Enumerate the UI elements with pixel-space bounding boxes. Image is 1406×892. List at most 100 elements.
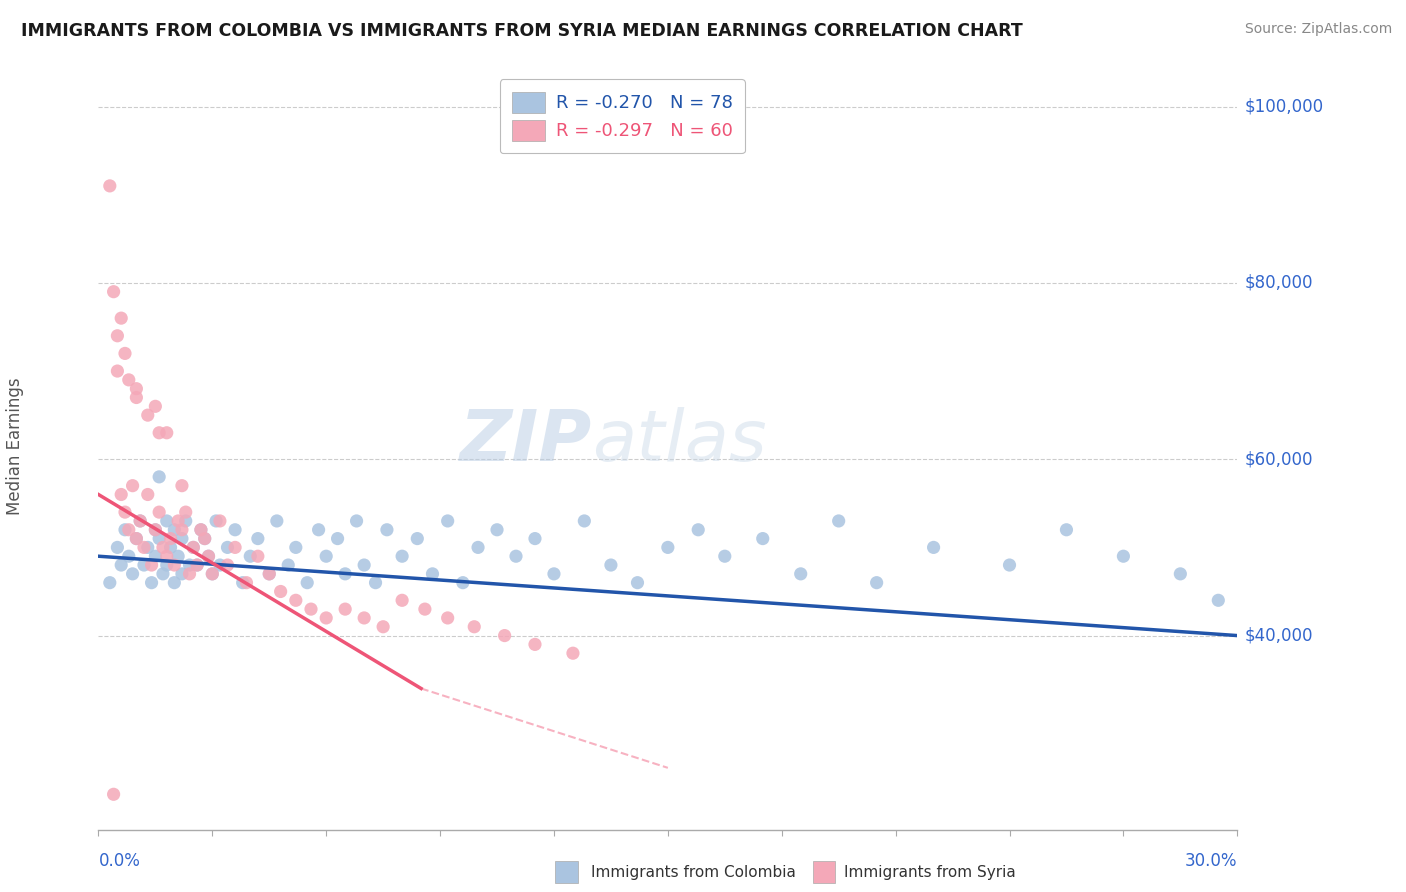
Point bbox=[505, 549, 527, 564]
Point bbox=[371, 620, 394, 634]
Point bbox=[179, 566, 201, 581]
Text: $80,000: $80,000 bbox=[1244, 274, 1313, 292]
Point bbox=[524, 532, 547, 546]
Point bbox=[132, 541, 155, 555]
Point bbox=[170, 566, 193, 581]
Point bbox=[494, 629, 516, 643]
Point bbox=[174, 514, 197, 528]
Point bbox=[217, 541, 239, 555]
Point bbox=[657, 541, 679, 555]
Point bbox=[148, 505, 170, 519]
Text: IMMIGRANTS FROM COLOMBIA VS IMMIGRANTS FROM SYRIA MEDIAN EARNINGS CORRELATION CH: IMMIGRANTS FROM COLOMBIA VS IMMIGRANTS F… bbox=[21, 22, 1022, 40]
Text: 30.0%: 30.0% bbox=[1185, 852, 1237, 870]
Point bbox=[114, 505, 136, 519]
Point bbox=[353, 558, 375, 572]
Point bbox=[998, 558, 1021, 572]
Point bbox=[167, 549, 190, 564]
Point bbox=[145, 400, 167, 414]
Point bbox=[217, 558, 239, 572]
Point bbox=[167, 514, 190, 528]
Point bbox=[174, 505, 197, 519]
Point bbox=[107, 364, 129, 378]
Point bbox=[1112, 549, 1135, 564]
Point bbox=[486, 523, 509, 537]
Point bbox=[194, 532, 217, 546]
Point bbox=[543, 566, 565, 581]
Point bbox=[391, 593, 413, 607]
Point bbox=[125, 532, 148, 546]
Point bbox=[232, 575, 254, 590]
Point bbox=[110, 311, 132, 326]
Point bbox=[246, 549, 269, 564]
Point bbox=[922, 541, 945, 555]
Point bbox=[600, 558, 623, 572]
Point bbox=[688, 523, 710, 537]
Point bbox=[183, 541, 205, 555]
Point bbox=[436, 611, 458, 625]
Point bbox=[145, 523, 167, 537]
Point bbox=[752, 532, 775, 546]
Point bbox=[163, 523, 186, 537]
Point bbox=[118, 523, 141, 537]
Point bbox=[235, 575, 257, 590]
Point bbox=[790, 566, 813, 581]
Point bbox=[125, 391, 148, 405]
Point bbox=[315, 611, 337, 625]
Point bbox=[145, 523, 167, 537]
Point bbox=[186, 558, 208, 572]
Point bbox=[208, 558, 231, 572]
Point bbox=[451, 575, 474, 590]
Point bbox=[270, 584, 292, 599]
Point bbox=[129, 514, 152, 528]
Point bbox=[136, 408, 159, 422]
Point bbox=[246, 532, 269, 546]
Text: $60,000: $60,000 bbox=[1244, 450, 1313, 468]
Point bbox=[467, 541, 489, 555]
Text: atlas: atlas bbox=[592, 407, 766, 476]
Point bbox=[107, 328, 129, 343]
Text: Immigrants from Colombia: Immigrants from Colombia bbox=[591, 865, 796, 880]
Point bbox=[170, 523, 193, 537]
Point bbox=[375, 523, 398, 537]
Point bbox=[266, 514, 288, 528]
Point bbox=[364, 575, 387, 590]
Point bbox=[436, 514, 458, 528]
Point bbox=[98, 178, 121, 193]
Point bbox=[118, 549, 141, 564]
Point bbox=[148, 532, 170, 546]
Text: Source: ZipAtlas.com: Source: ZipAtlas.com bbox=[1244, 22, 1392, 37]
Point bbox=[224, 523, 246, 537]
Point bbox=[353, 611, 375, 625]
Point bbox=[170, 478, 193, 492]
Point bbox=[190, 523, 212, 537]
Point bbox=[315, 549, 337, 564]
Point bbox=[205, 514, 228, 528]
Point bbox=[159, 541, 181, 555]
Point bbox=[132, 558, 155, 572]
Point bbox=[284, 541, 307, 555]
Point bbox=[152, 541, 174, 555]
Text: Immigrants from Syria: Immigrants from Syria bbox=[844, 865, 1015, 880]
Point bbox=[562, 646, 585, 660]
Point bbox=[239, 549, 262, 564]
Point bbox=[259, 566, 281, 581]
Point bbox=[190, 523, 212, 537]
Point bbox=[208, 514, 231, 528]
Point bbox=[170, 532, 193, 546]
Point bbox=[308, 523, 330, 537]
Point bbox=[110, 487, 132, 501]
Point bbox=[866, 575, 889, 590]
Point bbox=[156, 549, 179, 564]
Point bbox=[107, 541, 129, 555]
Point bbox=[463, 620, 485, 634]
Point bbox=[1170, 566, 1192, 581]
Text: 0.0%: 0.0% bbox=[98, 852, 141, 870]
Point bbox=[422, 566, 444, 581]
Point bbox=[183, 541, 205, 555]
Point bbox=[136, 487, 159, 501]
Point bbox=[197, 549, 219, 564]
Point bbox=[179, 558, 201, 572]
Point bbox=[129, 514, 152, 528]
Point bbox=[163, 558, 186, 572]
Legend: R = -0.270   N = 78, R = -0.297   N = 60: R = -0.270 N = 78, R = -0.297 N = 60 bbox=[499, 79, 745, 153]
